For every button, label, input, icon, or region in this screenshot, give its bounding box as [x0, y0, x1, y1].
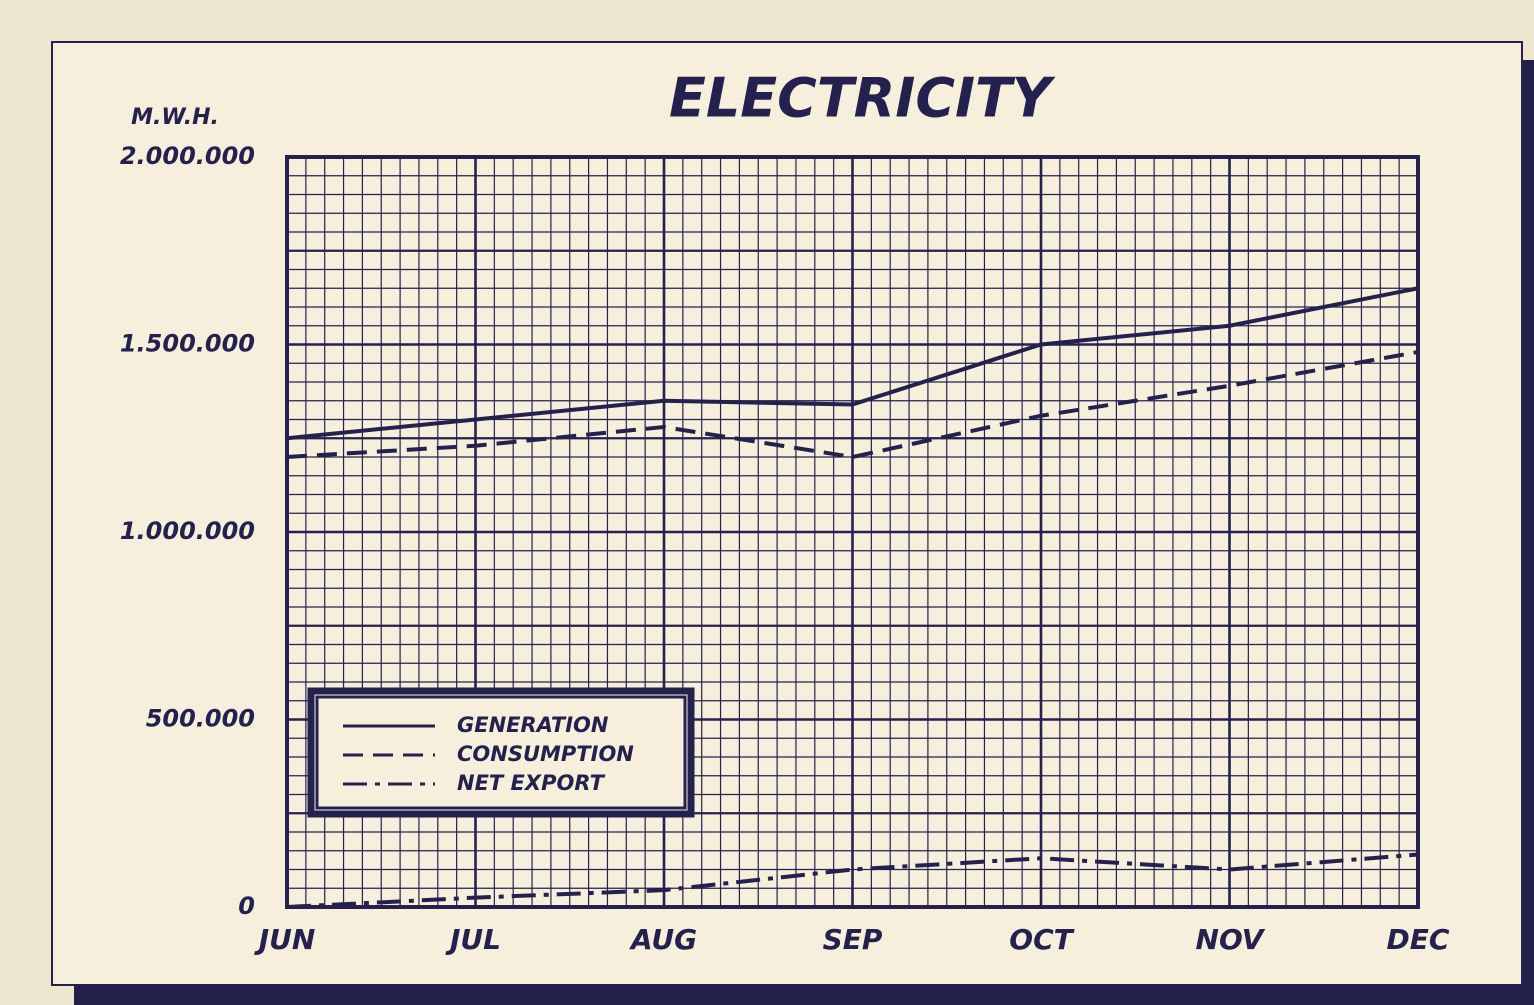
y-tick-label: 1.500.000 [120, 330, 255, 358]
series-line [286, 286, 1419, 441]
legend: GENERATION CONSUMPTION NET EXPORT [307, 687, 695, 818]
series-line [286, 350, 1419, 460]
y-tick-label: 1.000.000 [120, 517, 255, 545]
x-tick-label: AUG [629, 923, 697, 956]
x-tick-label: OCT [1009, 923, 1074, 956]
y-tick-label: 0 [238, 892, 255, 920]
y-tick-label: 500.000 [146, 705, 255, 733]
legend-frame [315, 695, 687, 810]
y-tick-label: 2.000.000 [120, 142, 255, 170]
legend-label: NET EXPORT [457, 771, 606, 795]
chart-title: ELECTRICITY [669, 67, 1056, 130]
legend-frame [307, 687, 695, 818]
x-tick-label: JUN [254, 923, 316, 956]
x-tick-label: SEP [823, 923, 883, 956]
x-tick-label: DEC [1387, 923, 1450, 956]
x-tick-label: NOV [1196, 923, 1266, 956]
y-axis-label: M.W.H. [131, 105, 219, 130]
legend-label: GENERATION [457, 713, 609, 737]
series-line [286, 852, 1419, 909]
legend-label: CONSUMPTION [457, 742, 634, 766]
plot-frame [285, 155, 1420, 909]
x-tick-label: JUL [445, 923, 501, 956]
